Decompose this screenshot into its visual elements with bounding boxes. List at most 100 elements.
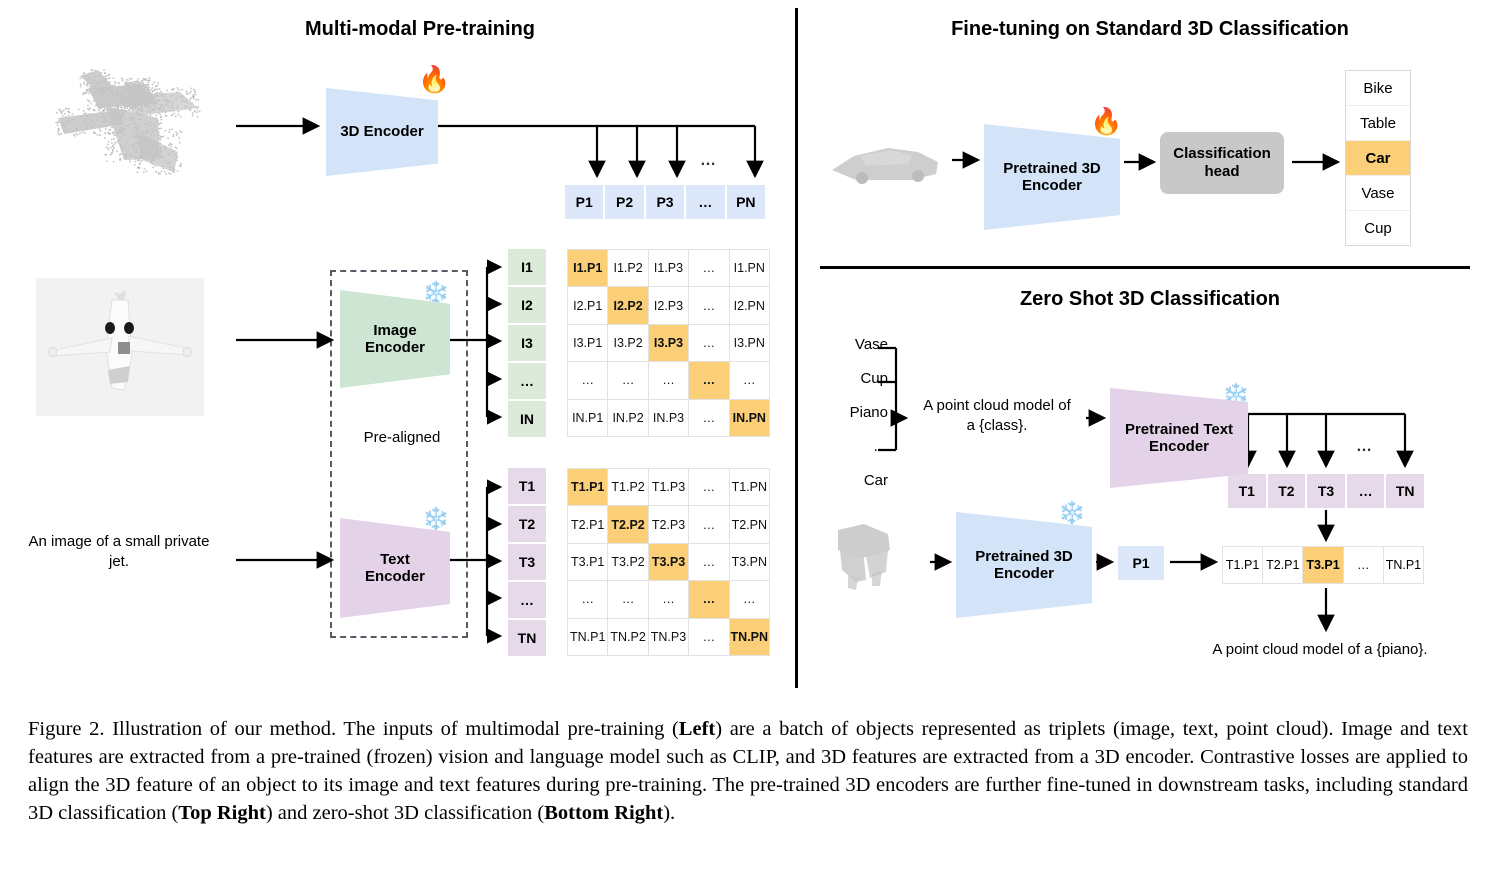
text-similarity-cell-1-0: T2.P1 (568, 506, 608, 543)
left-panel-title: Multi-modal Pre-training (305, 18, 535, 40)
text-similarity-cell-4-4: TN.PN (729, 618, 769, 655)
text-similarity-cell-4-3: … (689, 618, 729, 655)
image-feature-cell-2: I3 (508, 325, 546, 363)
image-similarity-cell-1-2: I2.P3 (648, 287, 689, 324)
image-similarity-cell-0-4: I1.PN (729, 250, 769, 287)
text-feature-column: T1 T2 T3… TN (508, 468, 546, 656)
text-similarity-cell-1-2: T2.P3 (648, 506, 689, 543)
zeroshot-similarity-cell-4: TN.P1 (1383, 547, 1424, 583)
encoder-pretrained-3d-zeroshot[interactable]: Pretrained 3D Encoder (956, 512, 1092, 618)
text-similarity-cell-0-0: T1.P1 (568, 469, 608, 506)
text-feature-cell-0: T1 (508, 468, 546, 506)
zeroshot-class-name-4: Car (863, 472, 888, 489)
pre-aligned-label: Pre-aligned (363, 429, 441, 446)
image-feature-column: I1 I2 I3… IN (508, 249, 546, 437)
prompt-line2: a {class}. (966, 417, 1028, 435)
encoder-image-line1: Image (373, 321, 417, 339)
image-point-similarity-matrix: I1.P1 I1.P2 I1.P3… I1.PN I2.P1 I2.P2 I2.P3… I2.… (567, 249, 770, 437)
text-similarity-cell-4-0: TN.P1 (568, 618, 608, 655)
encoder-image-label: Image Encoder (365, 322, 425, 357)
image-similarity-cell-2-1: I3.P2 (608, 324, 648, 362)
encoder-pretrained-3d-finetune[interactable]: Pretrained 3D Encoder (984, 124, 1120, 230)
zeroshot-text-feature-cell-3: … (1346, 474, 1387, 508)
text-similarity-cell-3-3: … (689, 581, 729, 618)
class-list-item-cup[interactable]: Cup (1364, 219, 1392, 237)
text-similarity-cell-4-2: TN.P3 (648, 618, 689, 655)
text-similarity-cell-4-1: TN.P2 (608, 618, 648, 655)
text-similarity-cell-3-1: … (608, 581, 648, 618)
encoder-pretrained-3d-zeroshot-line1: Pretrained 3D (975, 547, 1073, 565)
text-point-similarity-matrix: T1.P1 T1.P2 T1.P3… T1.PN T2.P1 T2.P2 T2.P3… T2.… (567, 468, 770, 656)
image-similarity-cell-1-1: I2.P2 (608, 287, 648, 324)
point-feature-cell-0: P1 (565, 185, 606, 219)
class-list-item-table[interactable]: Table (1346, 106, 1410, 141)
text-similarity-cell-1-4: T2.PN (729, 506, 769, 543)
image-feature-cell-0: I1 (508, 249, 546, 287)
image-similarity-cell-2-4: I3.PN (729, 324, 769, 362)
class-list-item-vase[interactable]: Vase (1346, 176, 1410, 211)
encoder-3d[interactable]: 3D Encoder (326, 88, 438, 176)
text-similarity-cell-1-1: T2.P2 (608, 506, 648, 543)
image-similarity-cell-4-4: IN.PN (729, 399, 769, 436)
image-similarity-cell-2-0: I3.P1 (568, 324, 608, 362)
text-feature-cell-3: … (508, 582, 546, 620)
encoder-text[interactable]: Text Encoder (340, 518, 450, 618)
image-similarity-cell-3-0: … (568, 362, 608, 399)
figure-caption: Figure 2. Illustration of our method. Th… (28, 716, 1468, 828)
zeroshot-similarity-cell-3: … (1343, 547, 1383, 583)
text-similarity-cell-0-2: T1.P3 (648, 469, 689, 506)
encoder-pretrained-text-line1: Pretrained Text (1124, 420, 1234, 438)
point-feature-cell-2: P3 (645, 185, 687, 219)
image-similarity-cell-3-4: … (729, 362, 769, 399)
zeroshot-class-name-1: Cup (860, 370, 888, 387)
zeroshot-text-feature-cell-4: TN (1386, 474, 1424, 508)
zeroshot-similarity-row: T1.P1 T2.P1 T3.P1… TN.P1 (1222, 546, 1424, 584)
encoder-image[interactable]: Image Encoder (340, 290, 450, 388)
image-similarity-cell-4-0: IN.P1 (568, 399, 608, 436)
class-list-item-car[interactable]: Car (1346, 141, 1410, 176)
image-feature-cell-1: I2 (508, 287, 546, 325)
vertical-divider (795, 8, 798, 688)
zeroshot-point-feature: P1 (1118, 546, 1164, 580)
text-similarity-cell-2-0: T3.P1 (568, 543, 608, 581)
zeroshot-point-feature-cell-0: P1 (1118, 546, 1164, 580)
encoder-pretrained-3d-zeroshot-label: Pretrained 3D Encoder (975, 548, 1073, 583)
text-similarity-cell-2-2: T3.P3 (648, 543, 689, 581)
prompt-line1: A point cloud model of (923, 397, 1071, 414)
image-similarity-cell-1-3: … (689, 287, 729, 324)
caption-run-5: Bottom Right (544, 801, 664, 824)
encoder-pretrained-text-label: Pretrained Text Encoder (1125, 421, 1233, 456)
image-similarity-cell-3-1: … (608, 362, 648, 399)
piano-point-cloud (838, 524, 890, 590)
class-list-item-bike[interactable]: Bike (1346, 71, 1410, 106)
input-text-caption: An image of a small private jet. (28, 533, 210, 571)
classification-head-line1: Classification (1173, 145, 1271, 162)
zeroshot-similarity-cell-1: T2.P1 (1263, 547, 1303, 583)
zeroshot-similarity-cell-2: T3.P1 (1303, 547, 1343, 583)
zeroshot-text-feature-row: T1 T2 T3… TN (1228, 474, 1424, 508)
zeroshot-result-text: A point cloud model of a {piano}. (1212, 641, 1428, 658)
image-similarity-cell-4-2: IN.P3 (648, 399, 689, 436)
classification-head[interactable]: Classification head (1160, 132, 1284, 194)
zeroshot-class-name-2: Piano (849, 404, 888, 421)
text-feature-cell-2: T3 (508, 544, 546, 582)
image-feature-cell-3: … (508, 363, 546, 401)
pre-aligned-group (330, 270, 468, 638)
encoder-text-line1: Text (380, 550, 410, 568)
encoder-pretrained-3d-finetune-line2: Encoder (1021, 177, 1082, 194)
text-similarity-cell-2-3: … (689, 543, 729, 581)
text-similarity-cell-2-1: T3.P2 (608, 543, 648, 581)
text-feature-cell-4: TN (508, 620, 546, 656)
fire-icon: 🔥 (418, 64, 451, 94)
image-similarity-cell-0-3: … (689, 250, 729, 287)
text-similarity-cell-1-3: … (689, 506, 729, 543)
text-similarity-cell-0-4: T1.PN (729, 469, 769, 506)
text-similarity-cell-3-0: … (568, 581, 608, 618)
caption-run-0: Figure 2. Illustration of our method. Th… (28, 718, 679, 740)
image-similarity-cell-0-2: I1.P3 (648, 250, 689, 287)
encoder-pretrained-3d-finetune-label: Pretrained 3D Encoder (1003, 160, 1101, 195)
zeroshot-text-feature-ellipsis: … (1356, 438, 1372, 455)
encoder-pretrained-text[interactable]: Pretrained Text Encoder (1110, 388, 1248, 488)
image-similarity-cell-0-1: I1.P2 (608, 250, 648, 287)
